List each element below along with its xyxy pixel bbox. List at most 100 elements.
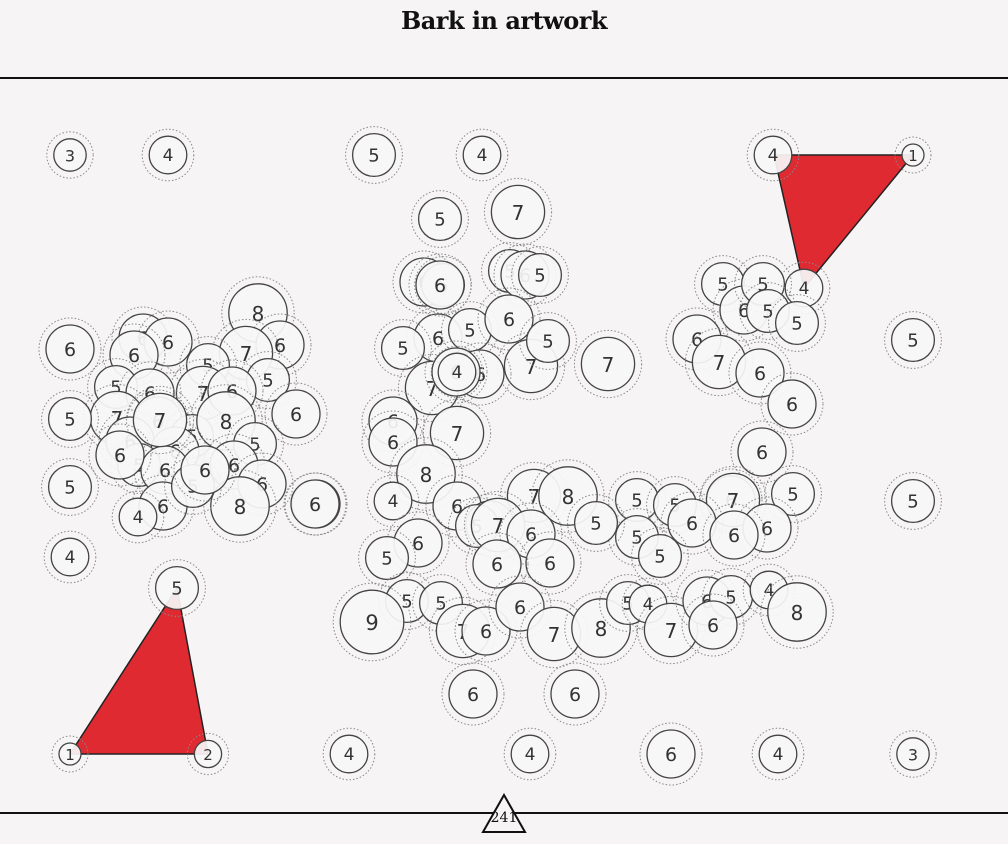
number-node-n116: 4 — [751, 727, 805, 781]
node-label: 7 — [665, 619, 678, 643]
node-label: 7 — [727, 489, 740, 513]
node-halo — [760, 372, 824, 436]
number-node-n95: 9 — [332, 582, 412, 662]
number-node-n111: 1 — [51, 735, 89, 773]
node-circle — [373, 481, 413, 521]
page-title: Bark in artwork — [400, 6, 608, 35]
node-label: 5 — [534, 266, 545, 287]
node-circle — [351, 132, 397, 178]
node-label: 4 — [773, 745, 784, 765]
number-node-n114: 4 — [503, 727, 557, 781]
node-label: 9 — [365, 611, 378, 635]
node-label: 6 — [761, 518, 773, 540]
node-halo — [125, 385, 195, 455]
node-circle — [118, 497, 158, 537]
node-halo — [735, 496, 799, 560]
node-halo — [203, 469, 277, 543]
node-label: 7 — [492, 514, 505, 538]
node-label: 6 — [387, 432, 399, 454]
node-circle — [646, 729, 696, 779]
node-circle — [210, 476, 270, 536]
node-circle — [525, 318, 571, 364]
node-halo — [111, 490, 165, 544]
number-node-n122: 4 — [111, 490, 165, 544]
node-halo — [322, 727, 376, 781]
node-halo — [230, 452, 294, 516]
node-label: 6 — [290, 404, 302, 426]
node-circle — [329, 734, 369, 774]
node-label: 8 — [791, 601, 804, 625]
number-node-n5: 4 — [746, 128, 800, 182]
node-halo — [284, 472, 348, 536]
number-node-n71: 6 — [730, 420, 794, 484]
node-label: 8 — [420, 463, 433, 487]
node-label: 5 — [622, 594, 633, 615]
node-label: 4 — [764, 581, 775, 601]
node-halo — [226, 415, 284, 473]
node-halo — [503, 727, 557, 781]
node-label: 5 — [401, 592, 412, 613]
node-label: 8 — [220, 410, 233, 434]
node-label: 5 — [907, 492, 918, 513]
number-node-n108: 8 — [760, 575, 834, 649]
node-circle — [339, 589, 405, 655]
node-circle — [688, 600, 738, 650]
node-circle — [517, 252, 563, 298]
number-node-n119: 5 — [148, 559, 206, 617]
node-halo — [386, 511, 450, 575]
node-circle — [95, 430, 145, 480]
node-label: 6 — [467, 684, 479, 706]
node-label: 1 — [65, 746, 75, 764]
node-circle — [180, 445, 230, 495]
number-node-n2: 4 — [141, 128, 195, 182]
node-label: 5 — [262, 371, 273, 392]
node-circle — [758, 734, 798, 774]
node-label: 4 — [163, 146, 174, 166]
node-circle — [132, 392, 188, 448]
node-circle — [637, 533, 683, 579]
node-label: 5 — [249, 435, 260, 456]
node-halo — [173, 438, 237, 502]
node-halo — [639, 722, 703, 786]
node-label: 6 — [754, 363, 766, 385]
node-label: 7 — [512, 201, 525, 225]
node-label: 3 — [908, 746, 918, 765]
node-label: 5 — [787, 485, 798, 506]
number-node-n112: 2 — [186, 732, 230, 776]
node-halo — [358, 529, 416, 587]
node-label: 6 — [114, 445, 126, 467]
node-halo — [38, 317, 102, 381]
node-label: 4 — [799, 279, 810, 299]
node-label: 5 — [717, 275, 728, 296]
number-node-n83: 7 — [698, 465, 768, 535]
node-label: 6 — [159, 460, 171, 482]
node-label: 5 — [64, 478, 75, 499]
node-label: 6 — [686, 513, 698, 535]
node-circle — [550, 669, 600, 719]
node-halo — [43, 530, 97, 584]
node-halo — [186, 732, 230, 776]
node-circle — [737, 427, 787, 477]
node-halo — [631, 527, 689, 585]
number-node-n109: 6 — [441, 662, 505, 726]
node-label: 6 — [503, 309, 515, 331]
node-label: 6 — [162, 332, 174, 354]
node-label: 6 — [480, 621, 492, 643]
number-node-n118: 6 — [283, 472, 347, 536]
node-label: 1 — [908, 147, 918, 165]
node-halo — [200, 359, 264, 423]
number-node-n63: 7 — [573, 329, 643, 399]
node-halo — [41, 458, 99, 516]
node-circle — [50, 537, 90, 577]
node-label: 5 — [907, 331, 918, 352]
number-node-n89: 6 — [518, 531, 582, 595]
node-label: 5 — [64, 410, 75, 431]
node-label: 8 — [252, 302, 265, 326]
node-label: 6 — [309, 494, 321, 516]
node-circle — [774, 300, 820, 346]
node-halo — [389, 437, 463, 511]
node-circle — [58, 742, 82, 766]
node-label: 7 — [154, 409, 167, 433]
number-node-n110: 6 — [543, 662, 607, 726]
node-halo — [148, 559, 206, 617]
